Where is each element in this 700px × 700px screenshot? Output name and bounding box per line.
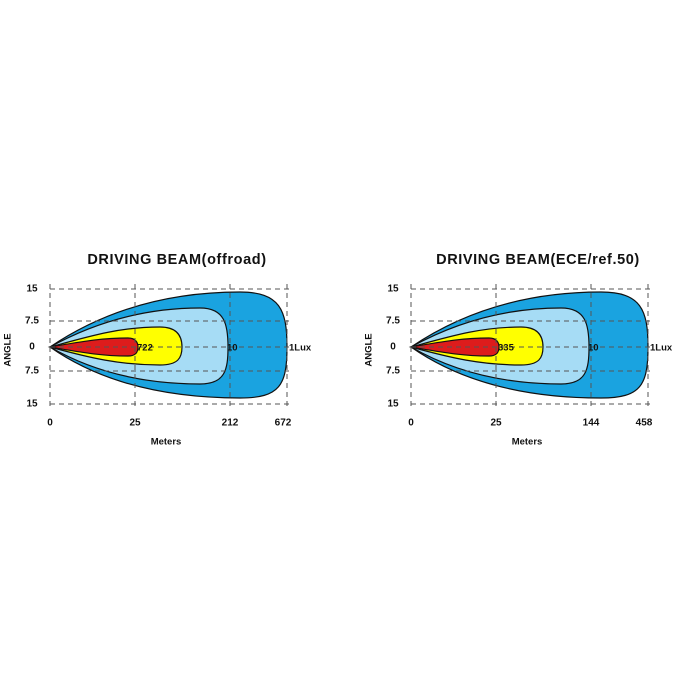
x-label: 144 [583,418,600,429]
beam-panel: DRIVING BEAM(offroad) 15 7.5 0 7.5 15 ANGLE 0 25… [3,252,312,448]
contour-label: 722 [137,343,153,354]
x-label: 0 [408,418,414,429]
x-label: 25 [129,418,141,429]
contour-label: 335 [498,343,515,354]
contour-label: 1Lux [650,343,673,354]
x-label: 458 [636,418,653,429]
y-label: 0 [29,342,35,353]
x-title: Meters [151,437,182,448]
angle-label: ANGLE [3,333,14,366]
contour-label: 10 [227,343,238,354]
y-label: 7.5 [386,316,400,327]
panel-title: DRIVING BEAM(ECE/ref.50) [436,252,640,268]
y-label: 7.5 [25,366,39,377]
y-label: 7.5 [25,316,39,327]
panel-title: DRIVING BEAM(offroad) [87,252,266,268]
x-label: 25 [490,418,502,429]
y-label: 0 [390,342,396,353]
y-label: 15 [387,284,399,295]
angle-label: ANGLE [364,333,375,366]
beam-panel: DRIVING BEAM(ECE/ref.50) 15 7.5 0 7.5 15 ANGLE… [364,252,673,448]
x-label: 212 [222,418,239,429]
x-label: 672 [275,418,292,429]
contour-label: 1Lux [289,343,312,354]
y-label: 15 [387,399,399,410]
y-label: 15 [26,399,38,410]
core-beam [49,337,139,357]
y-label: 15 [26,284,38,295]
contour-label: 10 [588,343,599,354]
x-title: Meters [512,437,543,448]
core-beam [410,337,500,357]
x-label: 0 [47,418,53,429]
y-label: 7.5 [386,366,400,377]
